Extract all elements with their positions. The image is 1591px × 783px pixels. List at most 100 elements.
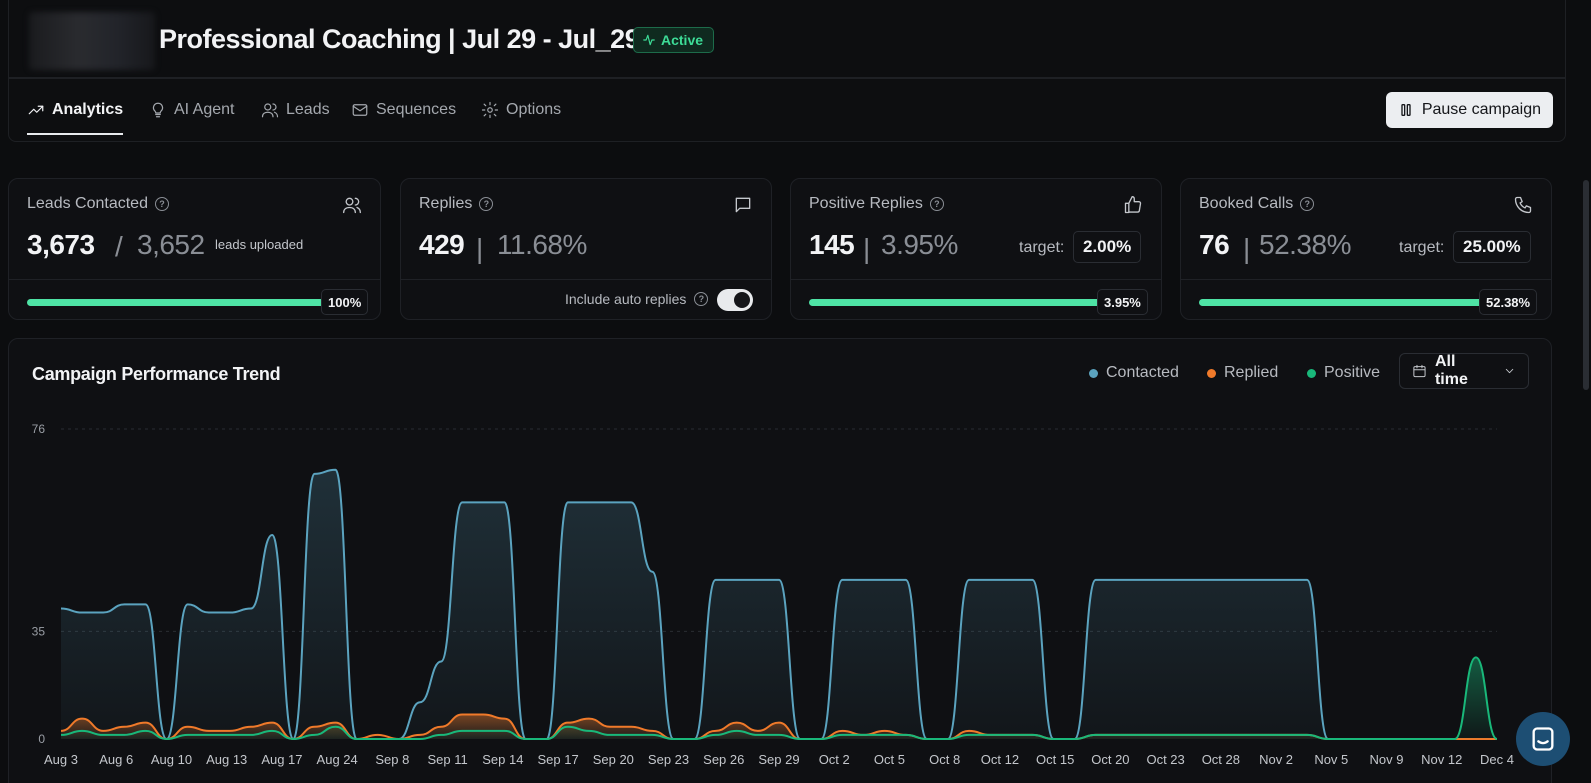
- x-tick-label: Sep 14: [482, 752, 523, 767]
- value-divider: |: [476, 233, 484, 264]
- time-range-select[interactable]: All time: [1399, 353, 1529, 389]
- positive-replies-rate: 3.95%: [881, 229, 958, 260]
- x-tick-label: Nov 9: [1370, 752, 1404, 767]
- booked-calls-card: Booked Calls ? 76 | 52.38% target: 25.00…: [1180, 178, 1552, 320]
- legend-label: Positive: [1324, 364, 1381, 381]
- positive-replies-value: 145: [809, 229, 855, 260]
- x-tick-label: Oct 5: [874, 752, 905, 767]
- target-label: target:: [1019, 239, 1065, 256]
- replies-card: Replies ? 429 | 11.68% Include auto repl…: [400, 178, 772, 320]
- legend-label: Replied: [1224, 364, 1279, 381]
- target-input[interactable]: 2.00%: [1073, 231, 1142, 263]
- legend-dot: [1207, 368, 1216, 378]
- x-tick-label: Sep 20: [593, 752, 634, 767]
- replies-title: Replies ?: [419, 195, 494, 213]
- legend-dot: [1089, 368, 1098, 378]
- thumbs-up-icon: [1123, 195, 1143, 215]
- tab-ai-agent-label: AI Agent: [174, 101, 235, 118]
- value-divider: |: [1243, 233, 1251, 264]
- tab-options[interactable]: Options: [481, 79, 561, 141]
- x-tick-label: Oct 23: [1146, 752, 1184, 767]
- tab-sequences[interactable]: Sequences: [351, 79, 456, 141]
- y-tick-label: 76: [32, 422, 46, 436]
- help-icon[interactable]: ?: [479, 197, 494, 211]
- status-badge: Active: [633, 27, 715, 53]
- x-tick-label: Oct 20: [1091, 752, 1129, 767]
- pause-campaign-label: Pause campaign: [1421, 101, 1541, 118]
- booked-calls-label: Booked Calls: [1199, 195, 1294, 212]
- leads-contacted-value: 3,673: [27, 229, 95, 260]
- x-tick-label: Aug 24: [317, 752, 358, 767]
- legend-dot: [1307, 368, 1316, 378]
- time-range-label: All time: [1434, 353, 1468, 388]
- x-tick-label: Aug 10: [151, 752, 192, 767]
- x-tick-label: Sep 26: [703, 752, 744, 767]
- leads-contacted-label: Leads Contacted: [27, 195, 148, 212]
- booked-calls-rate: 52.38%: [1259, 229, 1351, 260]
- help-icon[interactable]: ?: [154, 197, 169, 211]
- campaign-header: Professional Coaching | Jul 29 - Jul_29 …: [8, 0, 1566, 78]
- series-line-positive: [60, 656, 1498, 741]
- tab-analytics-label: Analytics: [52, 101, 124, 118]
- tab-sequences-label: Sequences: [376, 101, 457, 118]
- x-tick-label: Dec 4: [1480, 752, 1514, 767]
- positive-progress-label: 3.95%: [1097, 289, 1148, 315]
- x-tick-label: Aug 13: [206, 752, 247, 767]
- tab-leads[interactable]: Leads: [261, 79, 330, 141]
- x-tick-label: Nov 5: [1314, 752, 1348, 767]
- auto-replies-label: Include auto replies ?: [565, 291, 709, 307]
- x-tick-label: Sep 23: [648, 752, 689, 767]
- x-tick-label: Aug 17: [261, 752, 302, 767]
- x-tick-label: Aug 3: [44, 752, 78, 767]
- help-icon[interactable]: ?: [1300, 197, 1315, 211]
- performance-chart: 76 35 0 Aug 3 Aug 6 Aug 10 Aug 13 Aug 17 Aug 24 S…: [32, 422, 1514, 767]
- card-divider: [1181, 279, 1551, 280]
- leads-uploaded-value: 3,652: [137, 229, 205, 260]
- help-icon[interactable]: ?: [694, 292, 709, 306]
- tab-ai-agent[interactable]: AI Agent: [149, 79, 235, 141]
- positive-replies-title: Positive Replies ?: [809, 195, 944, 213]
- legend-contacted[interactable]: Contacted: [1089, 364, 1179, 382]
- leads-uploaded-note: leads uploaded: [215, 237, 304, 252]
- tab-leads-label: Leads: [286, 101, 330, 118]
- x-tick-label: Sep 17: [537, 752, 578, 767]
- booked-calls-title: Booked Calls ?: [1199, 195, 1315, 213]
- tab-options-label: Options: [506, 101, 562, 118]
- users-icon: [261, 103, 279, 118]
- page-scrollbar[interactable]: [1581, 178, 1591, 393]
- scrollbar-thumb[interactable]: [1583, 180, 1589, 390]
- help-icon[interactable]: ?: [929, 197, 944, 211]
- booked-progress-bar: [1199, 299, 1489, 306]
- card-divider: [9, 279, 380, 280]
- status-badge-label: Active: [661, 32, 704, 48]
- x-tick-label: Oct 15: [1036, 752, 1074, 767]
- x-tick-label: Sep 8: [375, 752, 409, 767]
- target-input[interactable]: 25.00%: [1453, 231, 1531, 263]
- x-tick-label: Sep 11: [427, 752, 467, 767]
- x-tick-label: Oct 12: [981, 752, 1019, 767]
- message-icon: [733, 195, 753, 215]
- trending-up-icon: [28, 105, 44, 115]
- auto-replies-toggle[interactable]: [717, 289, 753, 311]
- users-icon: [342, 195, 362, 215]
- replies-label: Replies: [419, 195, 473, 212]
- campaign-tabs: Analytics AI Agent Leads Sequences Optio…: [8, 78, 1566, 142]
- phone-icon: [1513, 195, 1533, 215]
- legend-positive[interactable]: Positive: [1307, 364, 1380, 382]
- leads-contacted-card: Leads Contacted ? 3,673 / 3,652 leads up…: [8, 178, 381, 320]
- legend-replied[interactable]: Replied: [1207, 364, 1278, 382]
- series-area-contacted: [61, 469, 1497, 739]
- x-tick-label: Oct 8: [929, 752, 960, 767]
- support-chat-button[interactable]: [1516, 712, 1570, 766]
- performance-trend-panel: 76 35 0 Aug 3 Aug 6 Aug 10 Aug 13 Aug 17 Aug 24 S…: [8, 338, 1552, 783]
- booked-calls-value: 76: [1199, 229, 1230, 260]
- leads-progress-label: 100%: [321, 289, 369, 315]
- tab-analytics[interactable]: Analytics: [27, 79, 124, 141]
- mail-icon: [352, 104, 368, 116]
- pause-campaign-button[interactable]: Pause campaign: [1385, 92, 1553, 128]
- card-divider: [791, 279, 1161, 280]
- panel-title: Campaign Performance Trend: [32, 364, 281, 384]
- chat-icon: [1532, 727, 1554, 751]
- booked-progress-fill: [1199, 299, 1489, 306]
